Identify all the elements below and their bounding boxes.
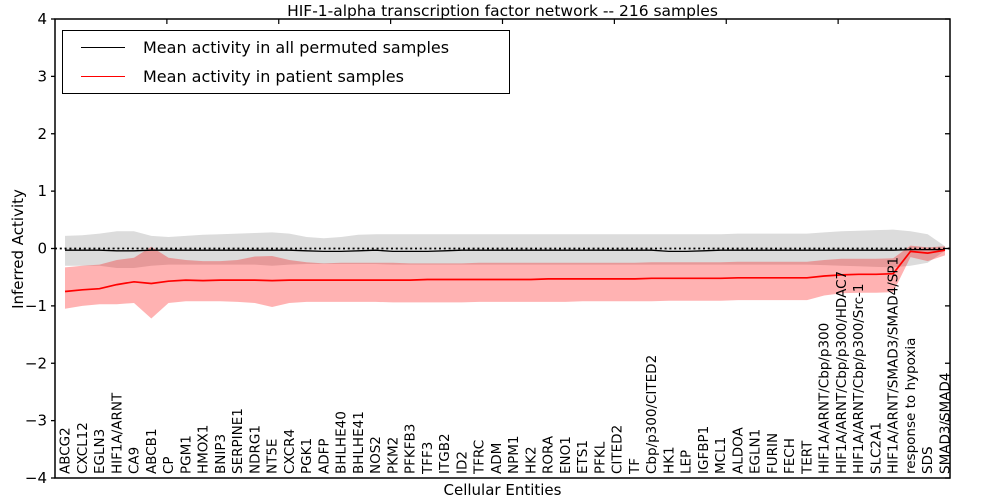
- x-tick-label: PFKL: [592, 441, 608, 474]
- patient-line-sample: [81, 76, 125, 77]
- x-tick-label: NPM1: [506, 436, 522, 474]
- x-tick-label: response to hypoxia: [903, 338, 919, 474]
- y-tick-label: 3: [37, 67, 47, 85]
- chart-title: HIF-1-alpha transcription factor network…: [287, 2, 718, 20]
- y-tick-label: 1: [37, 182, 47, 200]
- permuted-band: [65, 229, 945, 268]
- x-tick-label: HIF1A/ARNT/SMAD3/SMAD4/SP1: [886, 257, 902, 474]
- x-tick-label: ID2: [454, 451, 470, 474]
- x-tick-label: TFF3: [420, 442, 436, 475]
- x-tick-label: HIF1A/ARNT/Cbp/p300/HDAC7: [834, 271, 850, 474]
- x-tick-label: PFKFB3: [403, 424, 419, 474]
- x-tick-label: BNIP3: [213, 434, 229, 474]
- x-tick-label: HIF1A/ARNT: [109, 392, 125, 474]
- x-tick-label: BHLHE40: [334, 411, 350, 474]
- x-tick-label: HIF1A/ARNT/Cbp/p300: [817, 323, 833, 474]
- x-tick-label: TFRC: [472, 440, 488, 475]
- x-tick-label: ABCG2: [58, 427, 74, 474]
- x-tick-label: ENO1: [558, 436, 574, 474]
- x-tick-label: EGLN1: [748, 429, 764, 474]
- x-tick-label: TF: [627, 458, 643, 475]
- x-tick-label: ABCB1: [144, 428, 160, 474]
- permuted-mean-line: [65, 248, 945, 253]
- x-tick-label: HK1: [661, 446, 677, 474]
- x-tick-label: PKM2: [385, 437, 401, 474]
- x-tick-label: ADM: [489, 443, 505, 474]
- y-tick-label: 2: [37, 125, 47, 143]
- y-tick-label: −3: [25, 412, 47, 430]
- x-axis-label: Cellular Entities: [443, 481, 562, 499]
- x-tick-label: PGK1: [299, 438, 315, 474]
- x-tick-label: RORA: [541, 435, 557, 474]
- x-tick-label: IGFBP1: [696, 426, 712, 474]
- y-tick-label: −2: [25, 354, 47, 372]
- x-tick-label: SDS: [920, 446, 936, 474]
- permuted-line-sample: [81, 47, 125, 48]
- legend-item-patient: Mean activity in patient samples: [63, 67, 509, 86]
- x-tick-label: ETS1: [575, 440, 591, 474]
- x-tick-label: BHLHE41: [351, 411, 367, 474]
- x-tick-label: ITGB2: [437, 433, 453, 474]
- y-tick-label: 4: [37, 10, 47, 28]
- x-tick-label: CXCL12: [75, 422, 91, 474]
- x-tick-label: ALDOA: [730, 426, 746, 474]
- x-tick-label: SLC2A1: [869, 422, 885, 474]
- legend-label-permuted: Mean activity in all permuted samples: [143, 38, 450, 57]
- x-tick-label: SMAD3/SMAD4: [938, 373, 954, 474]
- x-tick-label: PGM1: [178, 435, 194, 474]
- x-tick-label: NOS2: [368, 436, 384, 474]
- x-tick-label: CA9: [127, 447, 143, 474]
- x-tick-label: NT5E: [265, 439, 281, 474]
- x-tick-label: NDRG1: [247, 425, 263, 474]
- legend-item-permuted: Mean activity in all permuted samples: [63, 38, 509, 57]
- x-tick-label: MCL1: [713, 437, 729, 474]
- x-tick-label: CITED2: [610, 425, 626, 474]
- x-tick-label: HK2: [523, 446, 539, 474]
- x-tick-label: ADFP: [316, 438, 332, 474]
- x-tick-label: Cbp/p300/CITED2: [644, 355, 660, 474]
- x-tick-label: EGLN3: [92, 429, 108, 474]
- x-tick-label: TERT: [800, 440, 816, 475]
- y-tick-label: −1: [25, 297, 47, 315]
- x-tick-label: HMOX1: [196, 425, 212, 474]
- x-tick-label: SERPINE1: [230, 408, 246, 474]
- x-tick-label: FECH: [782, 438, 798, 474]
- x-tick-label: HIF1A/ARNT/Cbp/p300/Src-1: [851, 284, 867, 474]
- x-tick-label: CP: [161, 456, 177, 474]
- x-tick-label: CXCR4: [282, 429, 298, 474]
- legend-label-patient: Mean activity in patient samples: [143, 67, 404, 86]
- y-tick-label: −4: [25, 469, 47, 487]
- patient-mean-line: [64, 249, 946, 293]
- x-tick-label: FURIN: [765, 433, 781, 474]
- y-tick-label: 0: [37, 240, 47, 258]
- patient-band: [65, 245, 945, 319]
- legend: Mean activity in all permuted samples Me…: [62, 30, 510, 94]
- x-tick-label: LEP: [679, 450, 695, 474]
